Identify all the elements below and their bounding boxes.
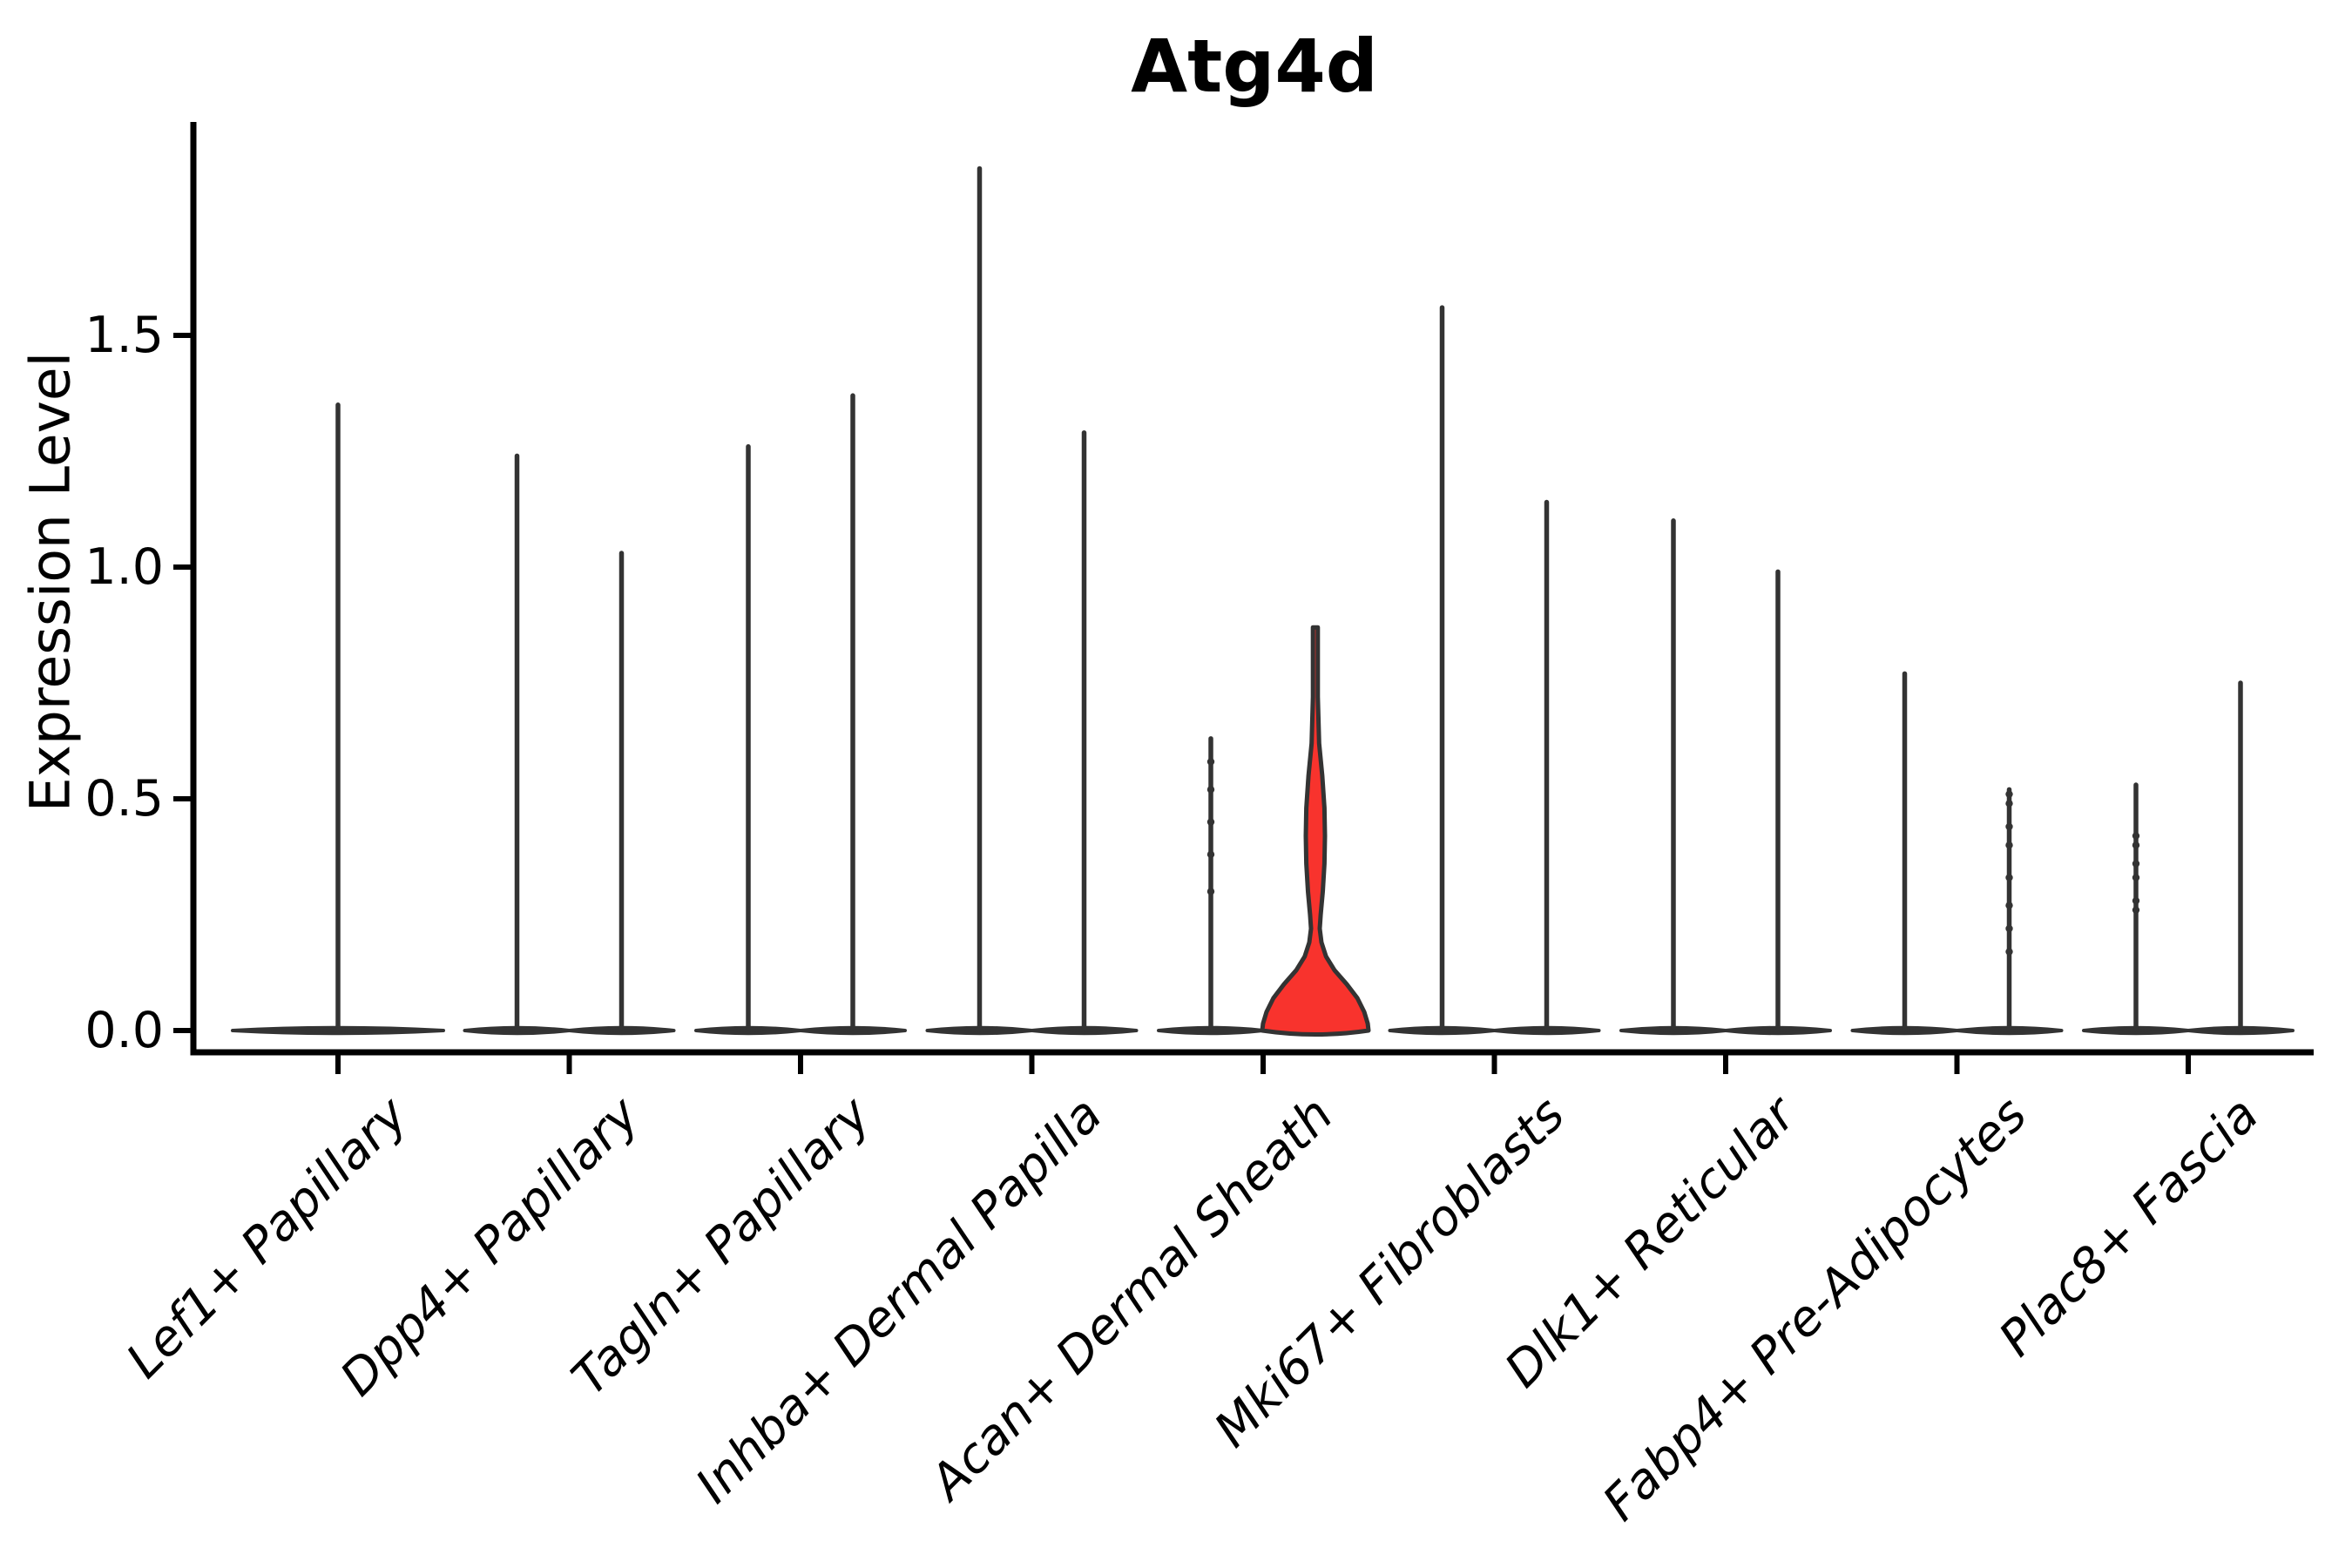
jitter-point <box>2005 902 2013 909</box>
jitter-point <box>1206 818 1215 826</box>
jitter-point <box>2132 860 2140 868</box>
jitter-point <box>2005 790 2013 798</box>
jitter-point <box>1206 786 1215 794</box>
jitter-point <box>2132 832 2140 840</box>
jitter-point <box>2132 874 2140 882</box>
axis-spines <box>190 122 2314 1056</box>
y-tick-label: 1.5 <box>84 307 164 364</box>
jitter-point <box>2132 841 2140 849</box>
jitter-point <box>1206 758 1215 766</box>
jitter-point <box>2005 822 2013 831</box>
jitter-point <box>1206 850 1215 859</box>
chart-title: Atg4d <box>1131 24 1378 109</box>
jitter-point <box>2132 906 2140 914</box>
jitter-point <box>2005 948 2013 956</box>
y-tick-label: 1.0 <box>84 538 164 596</box>
jitter-point <box>2005 841 2013 849</box>
jitter-point <box>2005 800 2013 808</box>
jitter-point <box>2005 924 2013 933</box>
jitter-point <box>1206 888 1215 896</box>
jitter-point <box>2132 896 2140 905</box>
jitter-point <box>2005 874 2013 882</box>
y-tick-label: 0.5 <box>84 770 164 828</box>
highlighted-violin <box>1260 625 1371 1037</box>
y-tick-label: 0.0 <box>84 1002 164 1059</box>
